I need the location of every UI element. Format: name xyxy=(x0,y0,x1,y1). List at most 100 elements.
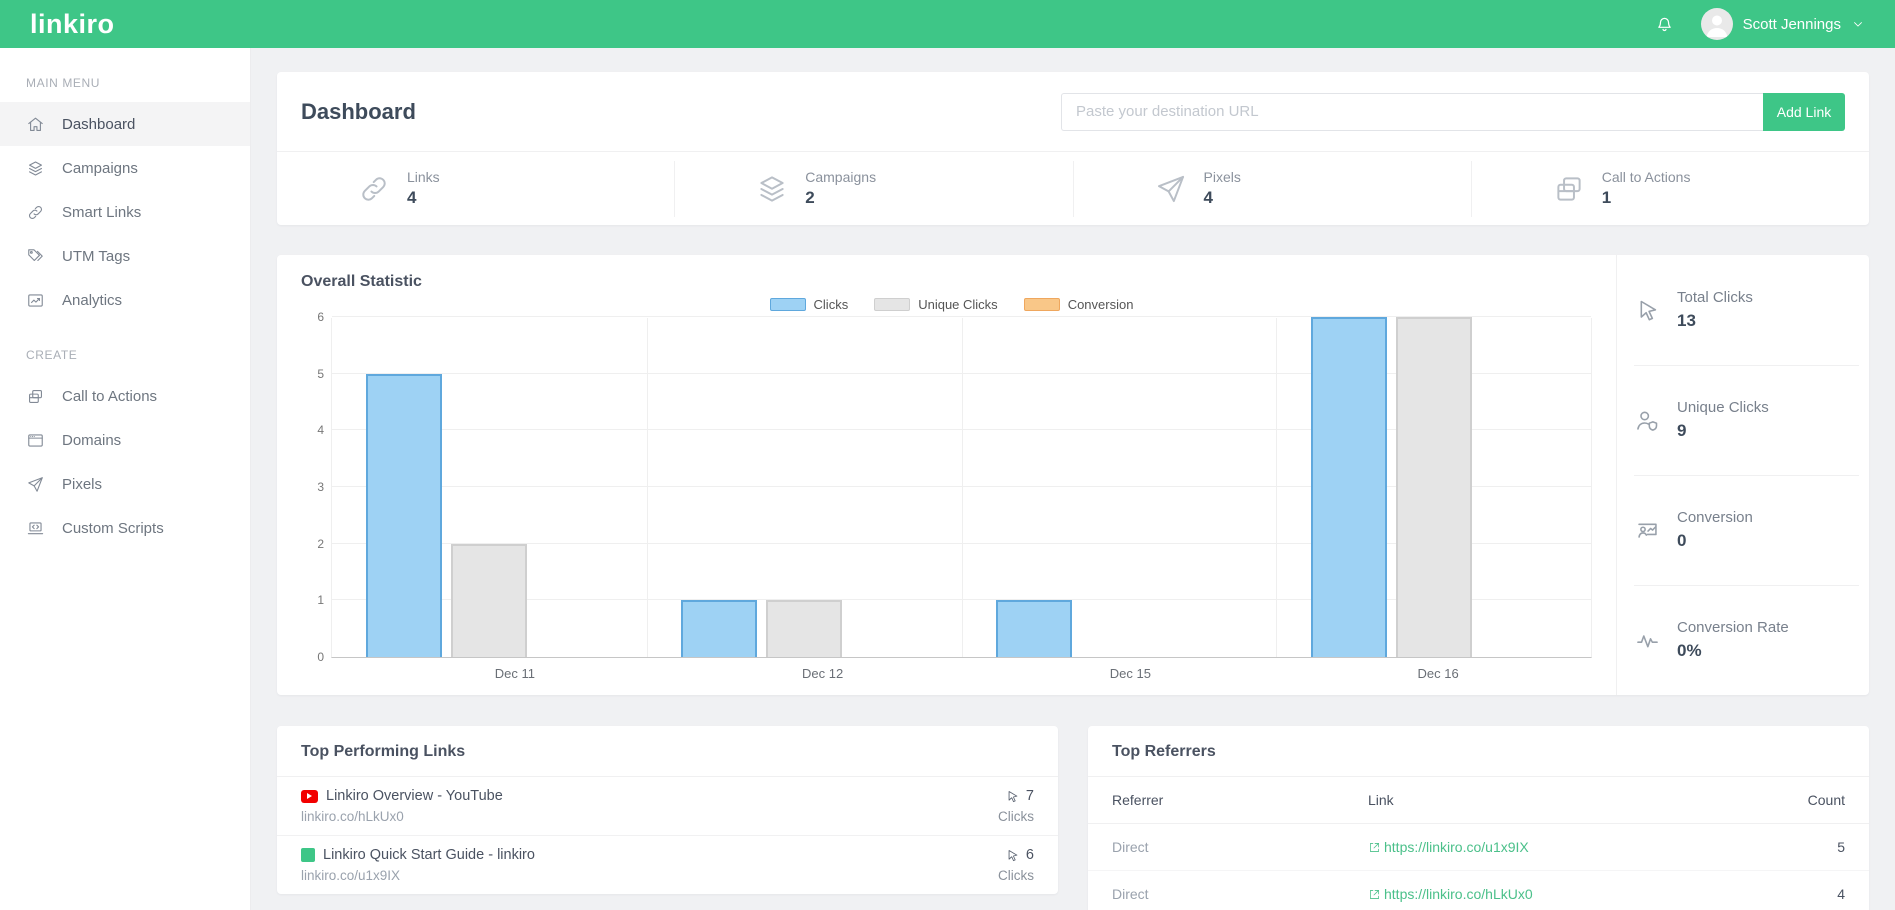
tag-icon xyxy=(28,248,43,261)
external-link-icon xyxy=(1370,889,1379,899)
legend-swatch xyxy=(1023,298,1060,311)
legend-label: Unique Clicks xyxy=(918,297,998,312)
gridline-vertical xyxy=(646,318,648,657)
add-link-form: Add Link xyxy=(1061,92,1845,131)
sidebar-item-custom-scripts[interactable]: Custom Scripts xyxy=(0,506,250,550)
sidebar-item-call-to-actions[interactable]: Call to Actions xyxy=(0,374,250,418)
youtube-icon xyxy=(301,789,318,803)
referrer-link-cell: https://linkiro.co/u1x9IX xyxy=(1368,824,1789,871)
sidebar-item-analytics[interactable]: Analytics xyxy=(0,278,250,322)
chart-group xyxy=(962,318,1277,657)
code-laptop-icon xyxy=(27,521,44,534)
bar-clicks xyxy=(681,600,758,657)
clicks-unit: Clicks xyxy=(998,868,1034,883)
cards-icon xyxy=(29,389,42,403)
app-logo[interactable]: linkiro xyxy=(30,8,115,39)
y-axis-tick-label: 4 xyxy=(317,423,324,438)
user-chart-icon xyxy=(1638,523,1657,538)
referrer-cell: Direct xyxy=(1088,871,1368,910)
summary-value: 0% xyxy=(1677,641,1702,660)
y-axis-tick-label: 3 xyxy=(317,480,324,494)
overall-statistic-card: Overall Statistic Clicks Unique Clicks Con… xyxy=(277,255,1869,695)
link-short-url: linkiro.co/u1x9IX xyxy=(301,868,401,883)
legend-item-clicks[interactable]: Clicks xyxy=(769,297,849,312)
add-link-button[interactable]: Add Link xyxy=(1763,92,1845,131)
link-title[interactable]: Linkiro Quick Start Guide - linkiro xyxy=(301,847,998,863)
link-clicks: 6 Clicks xyxy=(998,847,1034,883)
link-title-text: Linkiro Overview - YouTube xyxy=(326,788,503,804)
referrers-table: Referrer Link Count Direct https://linki… xyxy=(1088,777,1869,910)
sidebar-item-utm-tags[interactable]: UTM Tags xyxy=(0,234,250,278)
referrer-cell: Direct xyxy=(1088,824,1368,871)
card-title: Top Referrers xyxy=(1088,726,1869,777)
legend-label: Clicks xyxy=(813,297,849,312)
sidebar-item-pixels[interactable]: Pixels xyxy=(0,462,250,506)
stat-label: Links xyxy=(407,169,440,185)
main-content: Dashboard Add Link Links 4 Campaigns 2 xyxy=(251,48,1895,910)
cursor-icon xyxy=(1640,300,1657,321)
chart-plot: 0 1 2 3 4 5 6 xyxy=(317,310,1592,664)
legend-label: Conversion xyxy=(1067,297,1134,312)
sidebar-item-label: Smart Links xyxy=(62,203,142,221)
referrer-link[interactable]: https://linkiro.co/u1x9IX xyxy=(1368,839,1765,855)
chart-legend: Clicks Unique Clicks Conversion xyxy=(307,297,1596,312)
sidebar-item-label: Dashboard xyxy=(62,115,136,133)
top-referrers-card: Top Referrers Referrer Link Count Direct… xyxy=(1088,726,1869,910)
referrer-link[interactable]: https://linkiro.co/hLkUx0 xyxy=(1368,886,1765,902)
column-header-link: Link xyxy=(1368,777,1789,824)
legend-swatch xyxy=(874,298,911,311)
destination-url-input[interactable] xyxy=(1061,92,1763,131)
chart-x-labels: Dec 11 Dec 12 Dec 15 Dec 16 xyxy=(361,666,1592,681)
chart-group xyxy=(1276,317,1591,657)
notifications-bell-icon[interactable] xyxy=(1654,14,1675,35)
stat-campaigns: Campaigns 2 xyxy=(674,160,1072,217)
sidebar-item-label: Campaigns xyxy=(62,159,138,177)
sidebar-item-label: Analytics xyxy=(62,291,123,309)
legend-item-conversion[interactable]: Conversion xyxy=(1023,297,1134,312)
link-main: Linkiro Quick Start Guide - linkiro link… xyxy=(301,847,998,883)
stat-label: Campaigns xyxy=(805,169,877,185)
pulse-icon xyxy=(1637,634,1658,647)
sidebar: MAIN MENU Dashboard Campaigns Smart Link… xyxy=(0,48,251,910)
clicks-count: 6 xyxy=(1025,847,1034,863)
send-icon xyxy=(28,476,43,492)
stat-value: 2 xyxy=(805,188,815,207)
summary-label: Conversion Rate xyxy=(1677,619,1789,636)
stat-label: Call to Actions xyxy=(1601,169,1691,185)
stat-label: Pixels xyxy=(1203,169,1241,185)
stat-value: 1 xyxy=(1601,188,1612,207)
overview-stats-row: Links 4 Campaigns 2 Pixels 4 Call to Act… xyxy=(277,152,1869,225)
gridline-horizontal xyxy=(332,316,1591,317)
chart-title: Overall Statistic xyxy=(301,273,422,290)
column-header-referrer: Referrer xyxy=(1088,777,1368,824)
external-link-icon xyxy=(1370,842,1379,852)
stat-call-to-actions: Call to Actions 1 xyxy=(1470,160,1869,217)
user-menu[interactable]: Scott Jennings xyxy=(1700,8,1865,40)
bar-unique-clicks xyxy=(1395,317,1472,657)
y-axis-tick-label: 5 xyxy=(317,366,324,381)
x-axis-tick-label: Dec 12 xyxy=(802,666,844,681)
chart-area: 0 1 2 3 4 5 6 Dec 11 Dec 12 Dec 15 Dec 16 xyxy=(301,310,1592,681)
summary-conversion: Conversion 0 xyxy=(1617,475,1869,585)
sidebar-item-label: Custom Scripts xyxy=(62,519,164,537)
y-axis-tick-label: 2 xyxy=(317,536,324,551)
x-axis-tick-label: Dec 11 xyxy=(494,666,535,681)
chart-group xyxy=(647,318,962,657)
summary-value: 13 xyxy=(1677,311,1696,330)
sidebar-item-smart-links[interactable]: Smart Links xyxy=(0,190,250,234)
summary-label: Unique Clicks xyxy=(1677,399,1769,416)
referrer-count-cell: 5 xyxy=(1789,824,1869,871)
legend-item-unique-clicks[interactable]: Unique Clicks xyxy=(874,297,998,312)
home-icon xyxy=(28,117,43,131)
header-top: Dashboard Add Link xyxy=(277,72,1869,152)
link-row: Linkiro Quick Start Guide - linkiro link… xyxy=(277,835,1058,894)
sidebar-section-label: MAIN MENU xyxy=(26,76,101,90)
sidebar-item-dashboard[interactable]: Dashboard xyxy=(0,102,250,146)
sidebar-item-domains[interactable]: Domains xyxy=(0,418,250,462)
page-title: Dashboard xyxy=(301,98,416,124)
link-title[interactable]: Linkiro Overview - YouTube xyxy=(301,788,998,804)
stat-value: 4 xyxy=(1203,188,1213,207)
sidebar-item-campaigns[interactable]: Campaigns xyxy=(0,146,250,190)
gridline-vertical xyxy=(1276,318,1278,657)
bar-clicks xyxy=(995,600,1072,657)
